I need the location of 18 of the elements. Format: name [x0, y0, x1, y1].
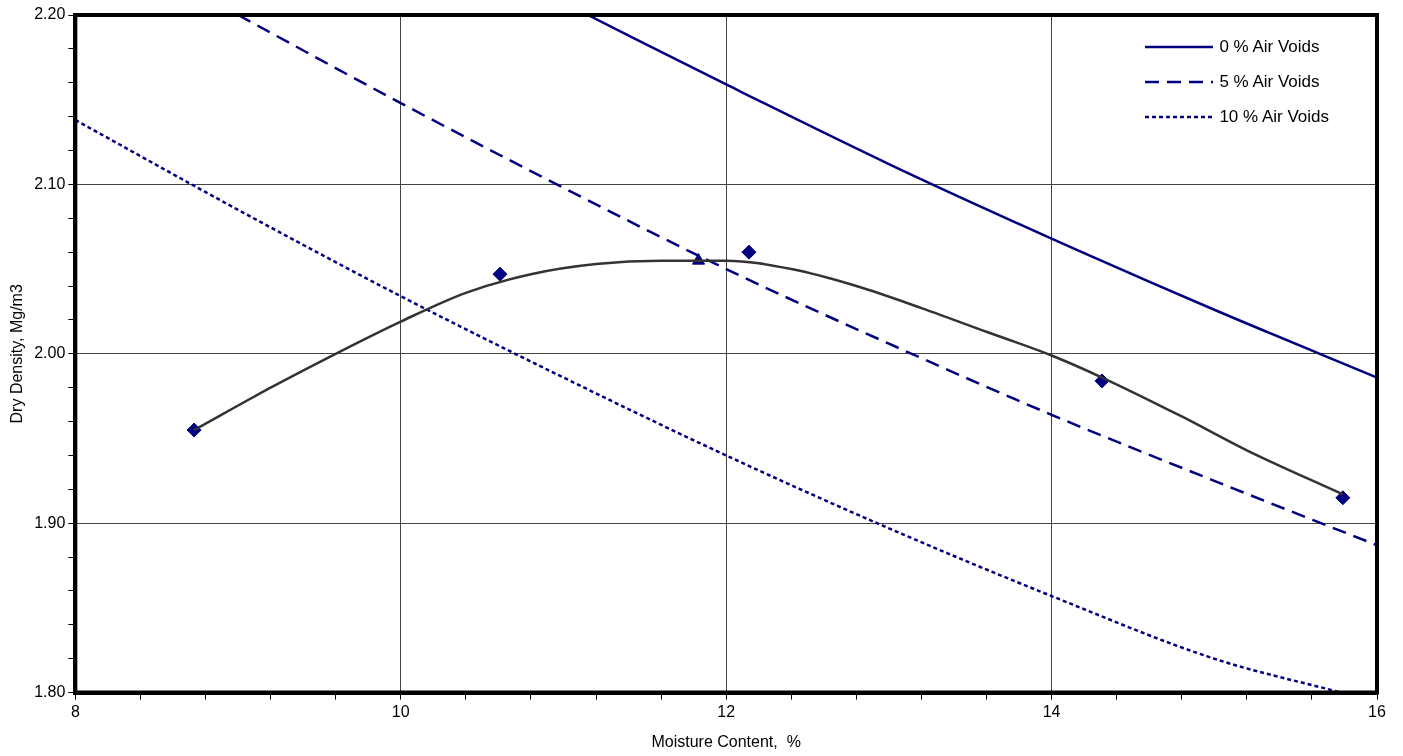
x-tick-label: 8	[70, 702, 80, 720]
y-axis-title: Dry Density, Mg/m3	[8, 284, 26, 424]
point	[1335, 490, 1351, 506]
x-tick-label: 14	[1042, 702, 1061, 720]
x-tick-label: 10	[391, 702, 410, 720]
y-tick-label: 2.00	[34, 344, 66, 362]
y-tick-label: 2.10	[34, 174, 66, 192]
y-tick-label: 2.20	[34, 5, 66, 23]
point	[741, 244, 757, 260]
legend-label: 10 % Air Voids	[1219, 106, 1329, 127]
x-tick-label: 12	[717, 702, 736, 720]
legend-label: 5 % Air Voids	[1219, 71, 1320, 92]
x-axis-title: Moisture Content, %	[651, 732, 801, 750]
legend-label: 0 % Air Voids	[1219, 36, 1320, 57]
x-tick-label: 16	[1368, 702, 1386, 720]
y-tick-label: 1.80	[34, 683, 66, 701]
point	[492, 266, 508, 282]
y-tick-label: 1.90	[34, 513, 66, 531]
